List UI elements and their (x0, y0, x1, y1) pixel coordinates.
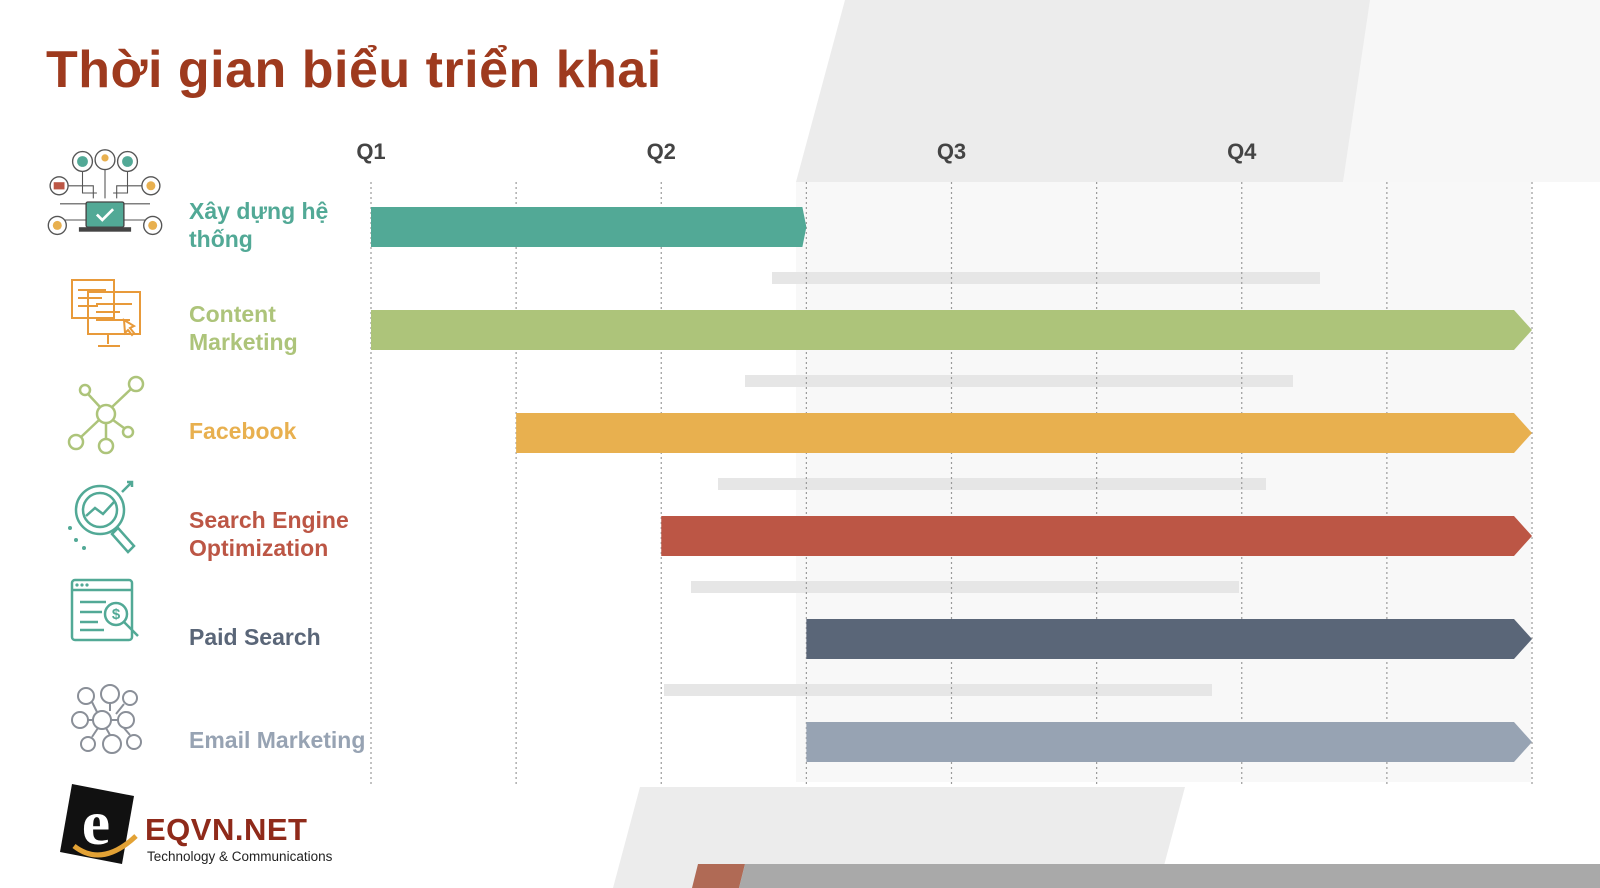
bg-footer-accent (692, 864, 745, 888)
bg-slant-panel-bottom (613, 787, 1185, 888)
task-bars (371, 207, 1532, 762)
bg-stripe (745, 375, 1293, 387)
task-bar (806, 722, 1532, 762)
task-label-line: Content (189, 301, 276, 327)
bg-stripe (664, 684, 1212, 696)
task-label: Facebook (189, 417, 379, 445)
quarter-label: Q1 (356, 139, 385, 164)
task-label-line: Paid Search (189, 624, 321, 650)
task-label-line: Email Marketing (189, 727, 366, 753)
task-label: Paid Search (189, 623, 379, 651)
task-label-line: Search Engine (189, 507, 349, 533)
bg-slant-panel-top (796, 0, 1390, 182)
brand-tagline: Technology & Communications (147, 849, 333, 864)
network-laptop-icon (47, 149, 163, 236)
eqvn-logo-mark: e (60, 784, 138, 864)
browser-dollar-icon: $ (70, 578, 139, 642)
bg-stripe (691, 581, 1239, 593)
bg-stripe (718, 478, 1266, 490)
task-bar (516, 413, 1532, 453)
task-label-line: thống (189, 226, 253, 252)
svg-text:$: $ (112, 606, 121, 623)
page-title: Thời gian biểu triển khai (46, 41, 662, 99)
task-label: Xây dựng hệ thống (189, 197, 379, 253)
people-network-icon (71, 684, 142, 754)
bg-slant-panel-right (1343, 0, 1600, 182)
task-label-line: Facebook (189, 418, 297, 444)
task-bar (371, 207, 807, 247)
bg-footer-bar (739, 864, 1600, 888)
bg-stripe (772, 272, 1320, 284)
task-label: Email Marketing (189, 726, 379, 754)
social-nodes-icon (67, 375, 145, 455)
task-label: Content Marketing (189, 300, 379, 356)
task-label-line: Optimization (189, 535, 329, 561)
svg-text:e: e (82, 787, 110, 858)
quarter-label: Q3 (937, 139, 966, 164)
monitor-content-icon (71, 279, 141, 347)
magnifier-chart-icon (68, 480, 136, 554)
chart-grid (370, 182, 1533, 786)
quarter-label: Q4 (1227, 139, 1257, 164)
task-label-line: Xây dựng hệ (189, 198, 329, 224)
quarter-labels: Q1 Q2 Q3 Q4 (356, 139, 1257, 164)
task-bar (661, 516, 1532, 556)
brand-name: EQVN.NET (145, 812, 308, 847)
task-bar (806, 619, 1532, 659)
task-label: Search Engine Optimization (189, 506, 379, 562)
task-label-line: Marketing (189, 329, 298, 355)
quarter-label: Q2 (647, 139, 676, 164)
task-bar (371, 310, 1532, 350)
